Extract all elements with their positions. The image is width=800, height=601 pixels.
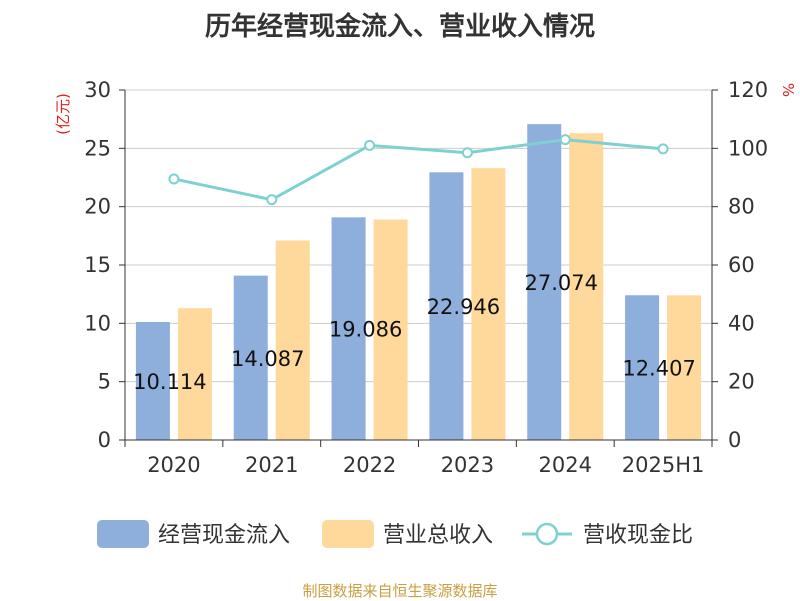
legend-label-revenue: 营业总收入: [383, 523, 493, 548]
ratio-point: [461, 147, 473, 159]
legend-label-ratio: 营收现金比: [583, 523, 693, 548]
bar-cash-inflow: [527, 124, 562, 441]
y-right-tick-label: 0: [728, 428, 741, 452]
data-label-cash-inflow: 14.087: [231, 347, 304, 371]
x-tick-label: 2024: [539, 453, 592, 477]
bar-revenue: [177, 308, 212, 440]
y-left-tick-label: 5: [98, 370, 111, 394]
ratio-point: [364, 139, 376, 151]
x-tick-label: 2022: [343, 453, 396, 477]
bar-cash-inflow: [331, 217, 366, 440]
legend-swatch-ratio-marker: [535, 522, 559, 546]
source-note: 制图数据来自恒生聚源数据库: [302, 582, 498, 600]
data-label-cash-inflow: 10.114: [133, 370, 206, 394]
x-tick-label: 2025H1: [622, 453, 705, 477]
ratio-point: [559, 134, 571, 146]
bar-cash-inflow: [625, 295, 660, 440]
bar-cash-inflow: [135, 322, 170, 440]
x-tick-label: 2020: [147, 453, 200, 477]
bar-cash-inflow: [429, 172, 464, 440]
legend-swatch-revenue: [322, 520, 374, 548]
y-right-tick-label: 80: [728, 195, 755, 219]
y-right-tick-label: 20: [728, 370, 755, 394]
y-left-tick-label: 20: [84, 195, 111, 219]
axis-layer: 0 5 10 15 20 25 30 0 20 40 60 80 100 120 (亿元)% 2020 2021…: [54, 78, 797, 477]
y-left-axis-label: (亿元): [54, 93, 72, 135]
data-label-cash-inflow: 19.086: [329, 318, 402, 342]
ratio-point: [266, 194, 278, 206]
ratio-point: [657, 143, 669, 155]
y-left-tick-label: 30: [84, 78, 111, 102]
bar-cash-inflow: [233, 275, 268, 440]
x-tick-label: 2021: [245, 453, 298, 477]
y-right-tick-label: 120: [728, 78, 768, 102]
legend-label-cash-inflow: 经营现金流入: [158, 523, 290, 548]
bar-revenue: [373, 219, 408, 440]
y-right-tick-label: 60: [728, 253, 755, 277]
bar-revenue: [667, 295, 702, 440]
label-layer: 10.114 14.087 19.086 22.946 27.074 12.407: [133, 271, 696, 394]
bar-revenue: [275, 240, 310, 440]
y-left-tick-label: 25: [84, 136, 111, 160]
chart-title: 历年经营现金流入、营业收入情况: [204, 12, 595, 42]
grid-layer: [125, 89, 712, 383]
data-label-cash-inflow: 12.407: [622, 357, 695, 381]
x-tick-label: 2023: [441, 453, 494, 477]
bar-revenue: [569, 133, 604, 440]
y-left-tick-label: 0: [98, 428, 111, 452]
data-label-cash-inflow: 27.074: [525, 271, 598, 295]
ratio-line: [173, 138, 664, 202]
line-layer: [168, 134, 669, 206]
bar-revenue: [471, 168, 506, 440]
y-right-tick-label: 40: [728, 311, 755, 335]
legend-swatch-cash-inflow: [97, 520, 149, 548]
y-right-tick-label: 100: [728, 136, 768, 160]
legend-layer: 经营现金流入 营业总收入 营收现金比: [97, 520, 693, 548]
y-left-tick-label: 15: [84, 253, 111, 277]
y-right-axis-label: %: [779, 83, 797, 97]
ratio-point: [168, 173, 180, 185]
bar-layer: [135, 124, 702, 441]
data-label-cash-inflow: 22.946: [427, 295, 500, 319]
y-left-tick-label: 10: [84, 311, 111, 335]
